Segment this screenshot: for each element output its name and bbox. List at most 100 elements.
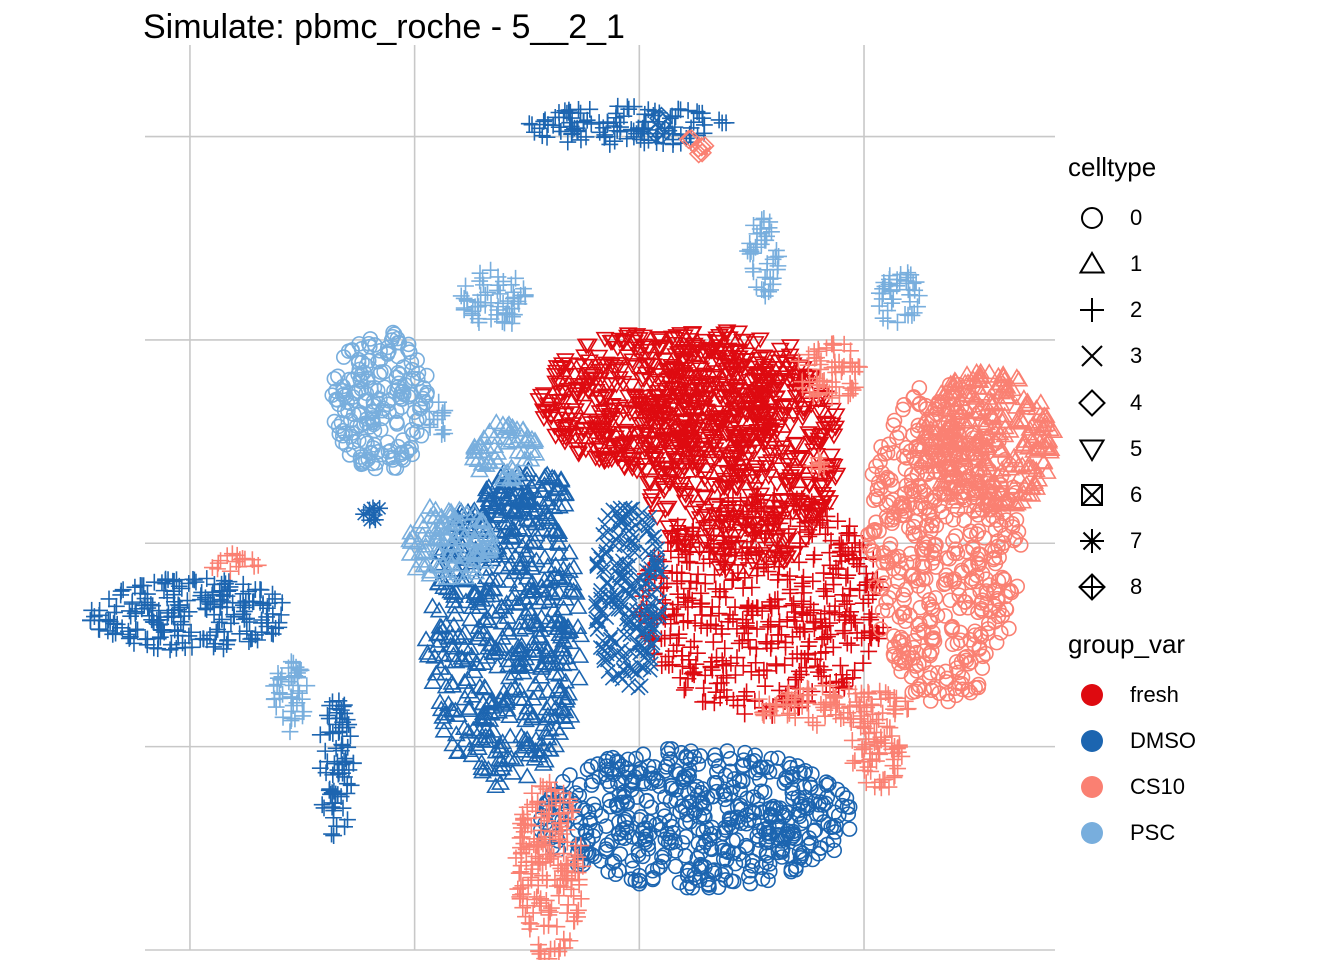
data-point — [783, 597, 801, 614]
data-point — [694, 440, 714, 457]
data-point — [841, 821, 858, 837]
data-point — [846, 661, 864, 679]
data-point — [662, 447, 682, 464]
data-point — [574, 359, 594, 376]
data-point — [474, 269, 491, 287]
data-point — [695, 679, 713, 697]
data-point — [618, 435, 638, 452]
data-point — [723, 534, 741, 551]
data-point — [733, 334, 752, 351]
data-point — [663, 360, 683, 377]
data-point — [547, 364, 567, 381]
data-point — [817, 580, 835, 598]
data-point — [760, 283, 778, 301]
data-point — [630, 434, 650, 451]
data-point — [738, 432, 758, 449]
data-point — [666, 376, 685, 393]
data-point — [728, 620, 746, 638]
data-point — [746, 369, 766, 386]
data-point — [785, 608, 803, 626]
data-point — [732, 492, 749, 510]
data-point — [675, 394, 695, 411]
data-point — [752, 415, 772, 432]
data-point — [834, 622, 852, 640]
data-point — [767, 476, 787, 493]
data-point — [756, 411, 776, 428]
data-point — [743, 474, 763, 491]
data-point — [756, 677, 774, 695]
data-point — [610, 399, 630, 416]
data-point — [717, 384, 737, 401]
data-point — [736, 705, 754, 723]
data-point — [810, 479, 830, 496]
data-point — [640, 473, 660, 490]
data-point — [593, 410, 613, 427]
data-point — [783, 450, 803, 467]
data-point — [842, 636, 860, 654]
data-point — [523, 116, 541, 134]
cluster-cs10-celltype-2 — [750, 677, 917, 734]
data-point — [709, 413, 729, 430]
data-point — [719, 518, 739, 535]
data-point — [816, 500, 834, 518]
data-point — [819, 628, 836, 646]
data-point — [723, 571, 741, 589]
data-point — [796, 623, 814, 641]
data-point — [658, 500, 678, 517]
data-point — [889, 760, 907, 777]
data-point — [675, 613, 692, 631]
data-point — [595, 453, 615, 470]
data-point — [714, 479, 734, 496]
data-point — [682, 399, 702, 416]
data-point — [738, 683, 755, 701]
data-point — [749, 381, 769, 398]
data-point — [780, 472, 800, 489]
data-point — [748, 620, 766, 638]
data-point — [702, 538, 720, 556]
data-point — [719, 331, 739, 348]
data-point — [149, 640, 167, 658]
data-point — [649, 331, 668, 348]
data-point — [716, 561, 734, 579]
data-point — [602, 408, 622, 425]
data-point — [551, 385, 570, 402]
cluster-cs10-celltype-4 — [678, 128, 715, 164]
data-point — [947, 528, 964, 544]
data-point — [644, 450, 664, 467]
data-point — [716, 381, 736, 398]
data-point — [764, 406, 784, 423]
data-point — [688, 500, 707, 517]
data-point — [645, 437, 665, 454]
data-point — [869, 625, 887, 642]
data-point — [787, 437, 807, 454]
data-point — [794, 578, 811, 595]
data-point — [618, 389, 638, 406]
data-point — [618, 349, 638, 366]
data-point — [608, 439, 628, 456]
data-point — [540, 906, 558, 924]
data-point — [672, 364, 692, 382]
cluster-psc-celltype-2 — [452, 261, 534, 332]
data-point — [710, 464, 730, 481]
cluster-cs10-celltype-2 — [843, 714, 911, 797]
data-point — [671, 434, 691, 451]
data-point — [717, 767, 734, 784]
data-point — [758, 417, 778, 434]
data-point — [822, 532, 840, 550]
data-point — [780, 339, 800, 356]
data-point — [655, 578, 673, 596]
data-point — [757, 351, 777, 368]
data-point — [710, 605, 728, 622]
data-point — [657, 653, 674, 671]
data-point — [607, 377, 626, 394]
data-point — [805, 550, 822, 568]
data-point — [789, 389, 809, 406]
data-point — [883, 294, 901, 312]
data-point — [406, 559, 426, 576]
data-point — [695, 471, 715, 488]
data-point — [804, 507, 824, 524]
data-point — [683, 488, 703, 505]
data-point — [711, 343, 731, 360]
data-point — [725, 691, 742, 709]
data-point — [711, 552, 729, 570]
